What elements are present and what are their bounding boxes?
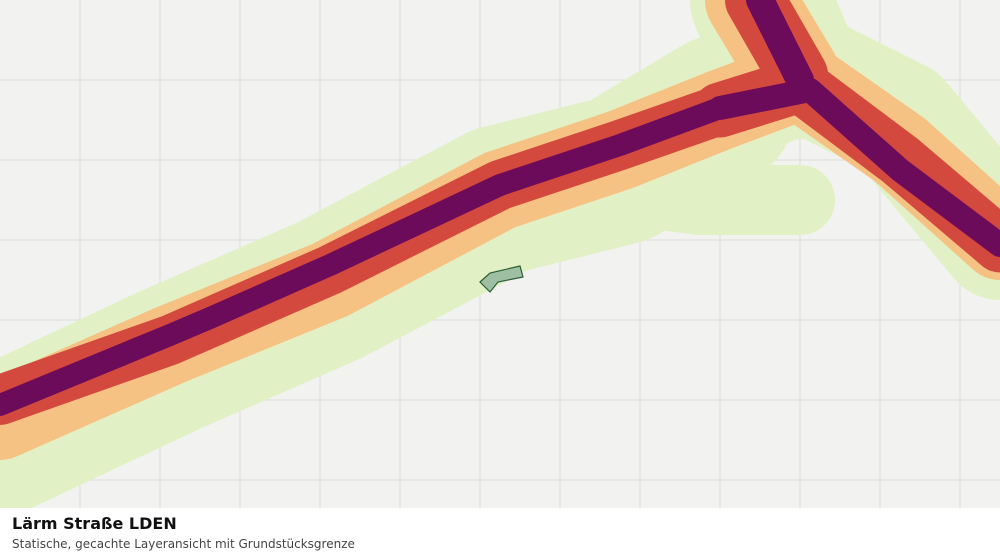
- caption: Lärm Straße LDEN Statische, gecachte Lay…: [0, 508, 1000, 560]
- noise-band-very-high: [0, 0, 1000, 416]
- noise-bands: [0, 0, 1000, 508]
- caption-subtitle: Statische, gecachte Layeransicht mit Gru…: [12, 537, 355, 551]
- caption-title: Lärm Straße LDEN: [12, 514, 177, 533]
- parcel-boundary: [479, 265, 524, 293]
- map: [0, 0, 1000, 508]
